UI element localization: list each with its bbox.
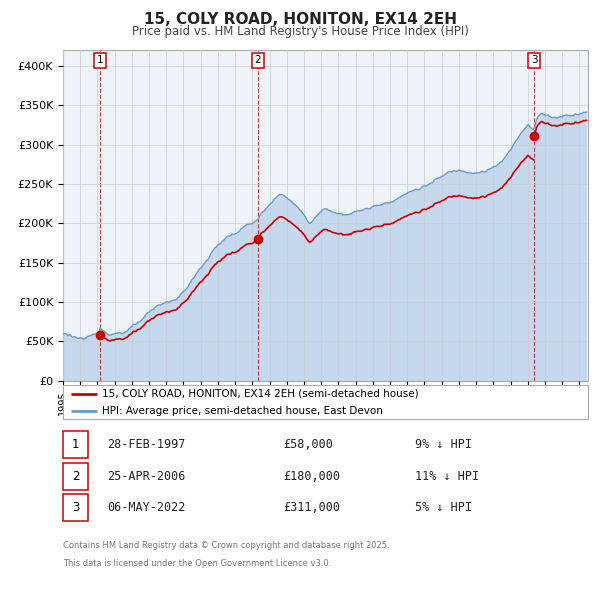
Text: 2: 2 [254,55,261,65]
Text: £58,000: £58,000 [284,438,334,451]
Text: 2: 2 [72,470,79,483]
Text: 15, COLY ROAD, HONITON, EX14 2EH: 15, COLY ROAD, HONITON, EX14 2EH [143,12,457,27]
Text: 11% ↓ HPI: 11% ↓ HPI [415,470,479,483]
Text: 28-FEB-1997: 28-FEB-1997 [107,438,186,451]
Bar [63,431,88,458]
Text: £311,000: £311,000 [284,502,341,514]
Text: 5% ↓ HPI: 5% ↓ HPI [415,502,472,514]
Text: £180,000: £180,000 [284,470,341,483]
Text: 1: 1 [97,55,103,65]
Text: 3: 3 [531,55,538,65]
Text: 06-MAY-2022: 06-MAY-2022 [107,502,186,514]
Text: 25-APR-2006: 25-APR-2006 [107,470,186,483]
Text: This data is licensed under the Open Government Licence v3.0.: This data is licensed under the Open Gov… [63,559,331,568]
Text: HPI: Average price, semi-detached house, East Devon: HPI: Average price, semi-detached house,… [103,407,383,417]
Text: 15, COLY ROAD, HONITON, EX14 2EH (semi-detached house): 15, COLY ROAD, HONITON, EX14 2EH (semi-d… [103,389,419,399]
Bar [63,463,88,490]
Text: Price paid vs. HM Land Registry's House Price Index (HPI): Price paid vs. HM Land Registry's House … [131,25,469,38]
Text: 9% ↓ HPI: 9% ↓ HPI [415,438,472,451]
Text: 3: 3 [72,502,79,514]
Text: Contains HM Land Registry data © Crown copyright and database right 2025.: Contains HM Land Registry data © Crown c… [63,541,389,550]
Bar [63,494,88,521]
Text: 1: 1 [72,438,79,451]
